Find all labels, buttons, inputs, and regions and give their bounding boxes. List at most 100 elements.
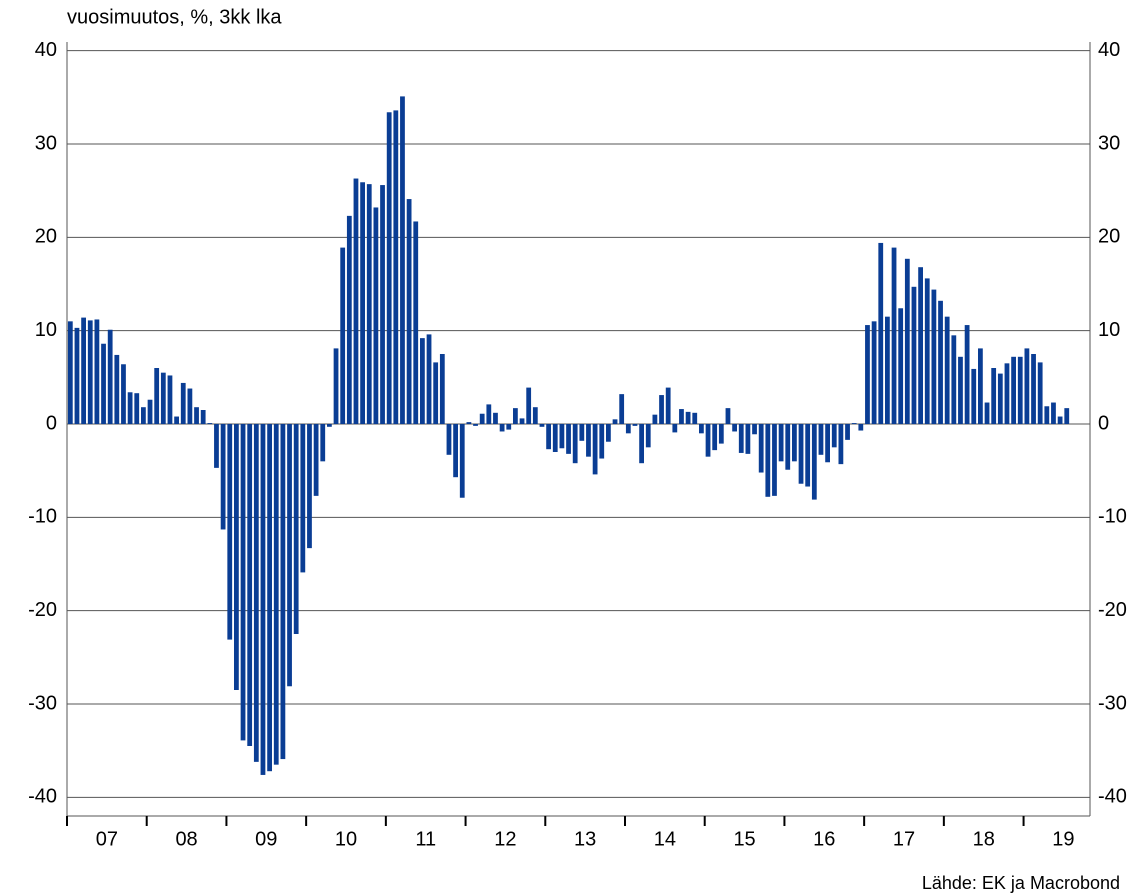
bar [366,184,372,424]
bar [712,424,718,451]
x-tick-label: 12 [494,828,516,850]
bar [785,424,791,470]
bar [818,424,824,455]
bar [652,414,658,424]
bar [579,424,585,441]
bar [805,424,811,487]
bar [94,319,100,424]
y-tick-label: -40 [28,786,57,808]
bar [260,424,266,775]
bar [738,424,744,453]
bar [214,424,219,468]
bar [612,419,618,424]
x-tick-label: 10 [335,828,357,850]
bar [433,362,439,424]
bar [725,408,731,424]
y-tick-label: 40 [35,39,57,61]
bar [220,424,226,530]
y-tick-label: -30 [28,692,57,714]
bar [459,424,465,498]
bar [127,392,133,424]
bar [692,412,698,424]
bar [1004,363,1010,424]
bar [1024,348,1030,424]
bar [645,424,651,448]
bar [67,321,73,424]
bar [752,424,757,435]
x-tick-label: 14 [654,828,676,850]
bar [672,424,678,433]
bar [513,408,518,424]
bar [253,424,259,762]
bar [572,424,578,464]
bar [273,424,279,765]
bar [971,368,977,424]
y2-tick-label: -30 [1098,692,1127,714]
x-tick-label: 09 [255,828,277,850]
x-tick-label: 13 [574,828,596,850]
bar [506,424,512,430]
y2-tick-label: -40 [1098,786,1127,808]
bar [526,387,532,424]
bar [851,423,857,424]
bar [154,368,160,424]
bar [74,327,80,424]
bar [765,424,771,497]
bar [1031,354,1036,424]
bar [772,424,777,496]
bar [373,207,379,424]
bar [792,424,797,462]
y2-tick-label: -20 [1098,599,1127,621]
bar [446,424,452,455]
bar [718,424,724,444]
bar [592,424,598,475]
bar [619,394,625,424]
bar [758,424,764,473]
bar [1051,402,1056,424]
bar [924,278,930,424]
bar [134,393,140,424]
y-tick-label: 10 [35,319,57,341]
bar [141,407,146,424]
bar [679,409,684,424]
bar [599,424,605,459]
bar [891,247,897,424]
bar [247,424,253,746]
bar [1057,416,1063,424]
bar [811,424,817,500]
bar [121,364,126,424]
bar [479,413,485,424]
bar [313,424,319,496]
bar [918,267,923,424]
bar [552,424,558,452]
bar [287,424,292,687]
bar [413,221,419,424]
y2-tick-label: -10 [1098,506,1127,528]
bar [267,424,272,772]
bar [732,424,737,432]
bar [466,422,472,424]
bar [798,424,804,484]
bar [665,387,671,424]
bar [964,325,970,424]
bar [386,112,392,425]
bar [420,338,425,424]
bar [539,424,545,427]
x-tick-label: 15 [733,828,755,850]
bar [519,418,525,424]
bar [1037,362,1043,424]
bar [234,424,239,690]
y-tick-label: -10 [28,506,57,528]
bar [207,423,213,424]
bar [453,424,458,478]
source: Lähde: EK ja Macrobond [922,873,1120,893]
bar [439,354,445,424]
bar [978,348,983,424]
y-tick-label: 20 [35,226,57,248]
bar [532,407,538,424]
bar [639,424,644,464]
y-tick-label: -20 [28,599,57,621]
bar [307,424,312,549]
bar [147,399,153,424]
